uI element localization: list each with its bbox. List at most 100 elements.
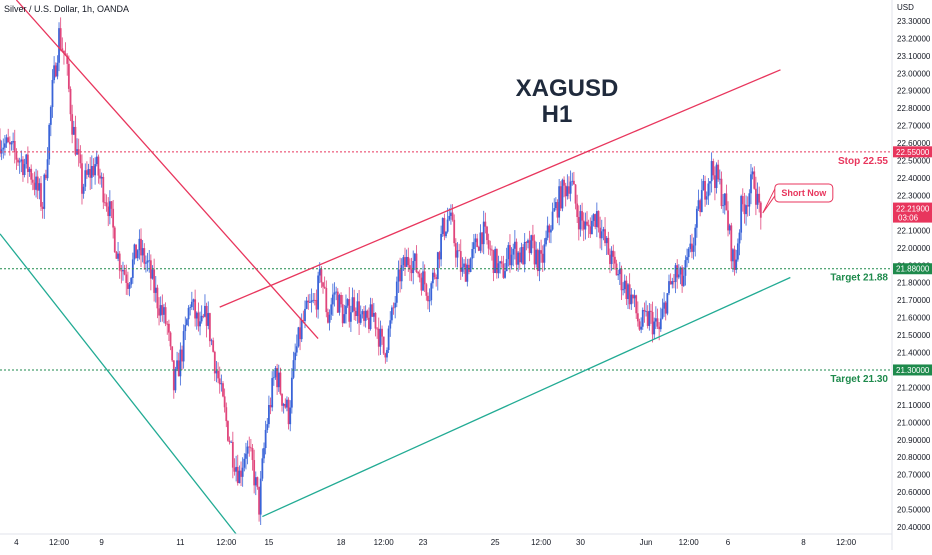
candle-body (641, 309, 644, 327)
candle-body (610, 250, 613, 265)
candle-body (436, 252, 439, 280)
candle-body (413, 253, 416, 262)
candle-body (263, 448, 265, 459)
candle-body (422, 271, 424, 291)
annotation-pointer (762, 188, 776, 214)
candle-body (184, 325, 187, 332)
candle-body (517, 252, 520, 265)
candle-body (25, 154, 28, 165)
y-tick-label: 20.60000 (897, 488, 931, 497)
candle-body (420, 277, 423, 291)
candle-body (597, 211, 600, 228)
candle-body (300, 320, 303, 340)
candle-body (392, 307, 395, 309)
candle-body (171, 346, 174, 361)
candle-body (245, 453, 247, 459)
candle-body (281, 393, 283, 406)
candle-body (356, 301, 359, 317)
candle-body (143, 248, 146, 264)
y-tick-label: 22.90000 (897, 87, 931, 96)
candle-body (148, 260, 151, 262)
candle-body (295, 346, 298, 353)
candle-body (722, 205, 725, 207)
y-tick-label: 21.20000 (897, 383, 931, 392)
candle-body (559, 186, 562, 209)
candle-body (72, 126, 75, 135)
candle-body (425, 284, 428, 296)
level-label-target2: Target 21.30 (830, 374, 888, 385)
candle-body (151, 269, 154, 279)
candle-body (727, 210, 729, 231)
candle-body (518, 252, 521, 263)
candle-body (192, 299, 195, 302)
candle-body (118, 253, 121, 271)
candle-body (299, 327, 301, 340)
candle-body (23, 164, 26, 176)
candle-body (568, 186, 570, 194)
candle-body (753, 171, 756, 189)
candle-body (604, 229, 606, 244)
candle-body (710, 161, 713, 182)
candle-body (130, 277, 133, 285)
candle-body (71, 114, 74, 135)
candle-body (222, 383, 224, 397)
candle-body (348, 299, 351, 322)
candle-body (718, 178, 721, 180)
candle-body (651, 311, 654, 335)
candle-body (22, 159, 24, 176)
candle-body (481, 232, 483, 245)
candle-body (368, 317, 370, 330)
candle-body (728, 225, 731, 231)
candle-body (256, 477, 259, 487)
candle-body (307, 300, 310, 303)
green-support-line (0, 233, 237, 535)
candle-body (451, 212, 454, 220)
candle-body (540, 250, 543, 254)
candle-body (212, 340, 215, 352)
candle-body (227, 421, 229, 441)
candle-body (512, 248, 515, 255)
candle-body (755, 188, 757, 205)
candle-body (217, 370, 219, 379)
candle-body (563, 179, 565, 186)
candle-body (494, 248, 497, 273)
candle-body (0, 139, 1, 154)
candle-body (335, 291, 338, 293)
candle-body (153, 269, 156, 293)
candle-body (650, 310, 652, 312)
candle-body (704, 181, 706, 200)
candle-body (59, 28, 62, 49)
candle-body (136, 250, 139, 259)
candle-body (687, 248, 690, 258)
candle-body (741, 196, 744, 205)
candle-body (223, 396, 226, 408)
candle-body (507, 245, 510, 260)
candle-body (79, 154, 82, 164)
candle-body (714, 175, 716, 189)
y-tick-label: 23.00000 (897, 69, 931, 78)
candle-body (679, 267, 682, 275)
candle-body (618, 268, 621, 275)
candle-body (666, 293, 669, 314)
candle-body (676, 265, 679, 278)
candle-body (18, 161, 21, 163)
candle-body (668, 281, 670, 294)
candle-body (63, 50, 65, 54)
candle-body (686, 257, 688, 261)
candle-body (654, 318, 657, 322)
annotation-text: Short Now (781, 188, 827, 198)
candle-body (477, 246, 480, 251)
candle-body (312, 299, 315, 301)
candle-body (572, 180, 575, 185)
candle-body (87, 169, 90, 175)
candle-body (532, 235, 534, 241)
candle-body (613, 256, 616, 264)
candle-body (404, 257, 406, 267)
candle-body (620, 268, 623, 291)
candle-body (220, 383, 223, 385)
y-tick-label: 21.60000 (897, 314, 931, 323)
candle-body (423, 271, 426, 285)
axis-tag-target1 (893, 263, 932, 275)
candle-body (400, 265, 403, 282)
candle-body (274, 367, 277, 378)
